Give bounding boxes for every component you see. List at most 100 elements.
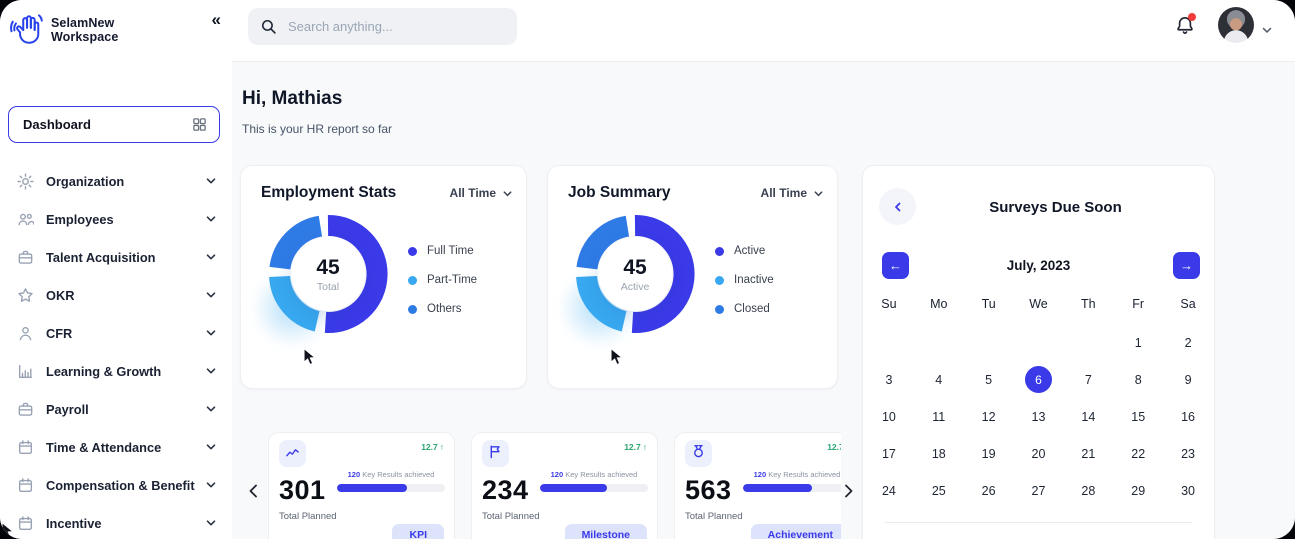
sidebar-item-incentive[interactable]: Incentive — [0, 504, 232, 539]
category-badge[interactable]: KPI — [392, 524, 444, 539]
page-title: Hi, Mathias — [242, 88, 343, 109]
sidebar-item-compensation-benefit[interactable]: Compensation & Benefit — [0, 466, 232, 504]
calendar-next-month-button[interactable]: → — [1173, 252, 1200, 279]
calendar-day[interactable]: 25 — [931, 483, 946, 498]
waving-hand-icon — [10, 14, 43, 44]
calendar-day[interactable]: 9 — [1184, 372, 1192, 387]
sidebar-item-time-attendance[interactable]: Time & Attendance — [0, 428, 232, 466]
employment-time-filter[interactable]: All Time — [450, 186, 513, 200]
donut-segment-part-time — [269, 275, 321, 332]
calendar-day[interactable]: 6 — [1163, 534, 1213, 539]
calendar-day[interactable]: 17 — [881, 446, 896, 461]
calendar-day[interactable]: 19 — [981, 446, 996, 461]
calendar-day[interactable]: 11 — [932, 409, 946, 424]
job-legend: Active Inactive Closed — [715, 245, 774, 315]
calendar-day[interactable]: 7 — [1084, 372, 1092, 387]
weekday-label: Su — [881, 297, 897, 311]
calendar-day[interactable]: 24 — [881, 483, 896, 498]
sidebar-collapse-icon[interactable]: « — [211, 10, 222, 29]
progress-fill — [743, 484, 813, 492]
calendar-day[interactable]: 14 — [1081, 409, 1096, 424]
sidebar: SelamNew Workspace « Dashboard Organizat… — [0, 0, 232, 539]
metric-value: 563 — [685, 475, 732, 505]
notifications-button[interactable] — [1174, 13, 1196, 38]
calendar-day[interactable]: 12 — [981, 409, 996, 424]
brand-name: SelamNew Workspace — [51, 15, 119, 44]
calendar-day[interactable]: 27 — [1031, 483, 1046, 498]
sidebar-item-label: Employees — [46, 211, 114, 227]
okr-card-kpi: 12.7 ↑ 301 Total Planned 120 Key Results … — [268, 432, 455, 539]
calendar-day[interactable]: 3 — [885, 372, 893, 387]
calendar-day[interactable]: 23 — [1181, 446, 1196, 461]
sidebar-item-cfr[interactable]: CFR — [0, 314, 232, 352]
profile-chevron-down-icon[interactable] — [1261, 24, 1273, 36]
employment-donut-chart: 45 Total — [252, 212, 390, 348]
job-time-filter[interactable]: All Time — [761, 186, 824, 200]
calendar-day-selected[interactable]: 6 — [1014, 361, 1064, 398]
calendar-day[interactable]: 15 — [1131, 409, 1146, 424]
donut-segment-inactive — [576, 275, 628, 332]
sidebar-item-organization[interactable]: Organization — [0, 162, 232, 200]
surveys-back-button[interactable] — [879, 188, 916, 225]
chevron-down-icon — [205, 365, 217, 377]
donut-segment-full-time — [324, 214, 388, 333]
chevron-down-icon — [205, 175, 217, 187]
chart-icon — [17, 363, 34, 380]
calendar-day-empty — [914, 534, 964, 539]
sidebar-item-learning-growth[interactable]: Learning & Growth — [0, 352, 232, 390]
calendar-prev-month-button[interactable]: ← — [882, 252, 909, 279]
weekday-label: We — [1029, 297, 1048, 311]
category-badge[interactable]: Milestone — [564, 524, 647, 539]
calendar-day-empty — [1014, 534, 1064, 539]
sidebar-item-talent-acquisition[interactable]: Talent Acquisition — [0, 238, 232, 276]
chevron-down-icon — [205, 441, 217, 453]
sidebar-item-employees[interactable]: Employees — [0, 200, 232, 238]
category-badge[interactable]: Achievement — [750, 524, 841, 539]
donut-segment-others — [269, 215, 323, 270]
calendar-day[interactable]: 22 — [1131, 446, 1146, 461]
calendar-icon — [17, 515, 34, 532]
calendar-day[interactable]: 26 — [981, 483, 996, 498]
sidebar-item-label: Payroll — [46, 401, 89, 417]
calendar-day[interactable]: 10 — [881, 409, 896, 424]
legend-item: Closed — [715, 303, 774, 315]
calendar-day[interactable]: 13 — [1031, 409, 1046, 424]
okr-card-milestone: 12.7 ↑ 234 Total Planned 120 Key Results … — [471, 432, 658, 539]
search-input[interactable] — [286, 18, 505, 35]
legend-dot — [408, 304, 417, 314]
calendar-day[interactable]: 8 — [1134, 372, 1142, 387]
calendar-day-empty — [964, 534, 1014, 539]
chevron-down-icon — [503, 190, 512, 196]
calendar-day[interactable]: 2 — [1184, 335, 1192, 350]
sidebar-item-payroll[interactable]: Payroll — [0, 390, 232, 428]
calendar-day[interactable]: 28 — [1081, 483, 1096, 498]
search-bar[interactable] — [248, 8, 517, 45]
calendar-day[interactable]: 4 — [935, 372, 943, 387]
calendar-day[interactable]: 1 — [1134, 335, 1142, 350]
metric-label: Total Planned — [279, 511, 337, 522]
main-content: Hi, Mathias This is your HR report so fa… — [232, 62, 1295, 539]
legend-label: Others — [427, 303, 462, 315]
calendar-day[interactable]: 29 — [1131, 483, 1146, 498]
calendar-day[interactable]: 16 — [1181, 409, 1196, 424]
card-title: Job Summary — [568, 184, 671, 201]
donut-center-value: 45 — [623, 255, 647, 279]
sidebar-item-okr[interactable]: OKR — [0, 276, 232, 314]
calendar-day[interactable]: 18 — [931, 446, 946, 461]
calendar-day[interactable]: 20 — [1031, 446, 1046, 461]
cursor-icon — [303, 348, 316, 365]
donut-segment-closed — [576, 215, 630, 270]
chevron-down-icon — [205, 213, 217, 225]
calendar-day[interactable]: 30 — [1181, 483, 1196, 498]
calendar-day[interactable]: 5 — [985, 372, 993, 387]
carousel-next-icon[interactable] — [840, 483, 856, 499]
calendar-day[interactable]: 21 — [1081, 446, 1096, 461]
carousel-prev-icon[interactable] — [246, 483, 262, 499]
user-avatar[interactable] — [1218, 7, 1254, 43]
metric-value: 301 — [279, 475, 326, 505]
sidebar-item-label: CFR — [46, 325, 73, 341]
filter-label: All Time — [449, 186, 496, 200]
sidebar-item-dashboard[interactable]: Dashboard — [8, 106, 220, 143]
sidebar-item-label: Learning & Growth — [46, 363, 162, 379]
legend-label: Part-Time — [427, 274, 478, 286]
